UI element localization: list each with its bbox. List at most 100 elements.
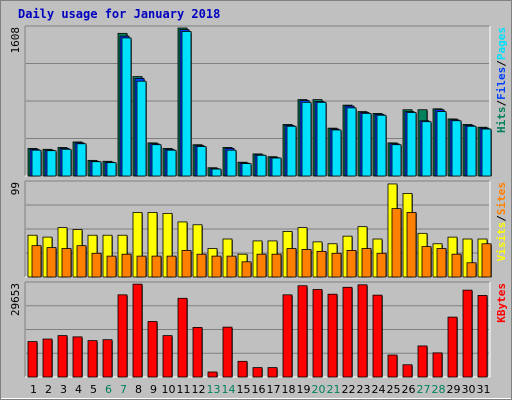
x-tick-label: 29 <box>447 383 461 396</box>
bar-kbytes-day-28 <box>432 352 443 378</box>
x-tick-label: 27 <box>417 383 431 396</box>
bar-kbytes-day-3 <box>57 335 68 378</box>
x-tick-label: 20 <box>312 383 326 396</box>
bar-kbytes-day-7 <box>117 294 128 378</box>
bar-sites-day-7 <box>121 253 132 278</box>
bar-sites-day-16 <box>256 253 267 278</box>
chart-title: Daily usage for January 2018 <box>18 7 220 21</box>
x-axis-labels: 1 2 3 4 5 6 7 8 9 10 11 12 13 14 15 16 17 18 19 20 21 22 23 24 2… <box>30 383 491 396</box>
bar-pages-day-22 <box>346 107 357 177</box>
bar-sites-day-1 <box>31 245 42 278</box>
bar-kbytes-day-23 <box>357 284 368 378</box>
panel-bottom-max-label: 29653 <box>9 283 22 316</box>
bar-pages-day-3 <box>61 148 72 177</box>
bar-kbytes-day-2 <box>42 338 53 378</box>
bar-pages-day-26 <box>406 112 417 177</box>
x-tick-label: 22 <box>342 383 356 396</box>
bar-pages-day-17 <box>271 157 282 177</box>
bar-pages-day-30 <box>466 125 477 177</box>
bar-pages-day-21 <box>331 129 342 177</box>
x-tick-label: 14 <box>222 383 236 396</box>
bar-pages-day-11 <box>181 31 192 177</box>
x-tick-label: 2 <box>45 383 52 396</box>
x-tick-label: 6 <box>105 383 112 396</box>
bar-pages-day-8 <box>136 80 147 177</box>
bar-sites-day-19 <box>301 249 312 278</box>
bar-sites-day-31 <box>481 243 492 278</box>
bar-pages-day-31 <box>481 128 492 177</box>
x-tick-label: 17 <box>267 383 281 396</box>
bar-kbytes-day-22 <box>342 286 353 378</box>
bar-sites-day-28 <box>436 248 447 278</box>
bar-pages-day-10 <box>166 149 177 177</box>
bar-pages-day-27 <box>421 121 432 177</box>
panel-bottom: 29653 KBytes <box>9 281 508 378</box>
bar-sites-day-20 <box>316 250 327 278</box>
x-tick-label: 15 <box>237 383 251 396</box>
panel-middle-max-label: 99 <box>9 182 22 195</box>
x-tick-label: 12 <box>192 383 206 396</box>
bar-pages-day-20 <box>316 101 327 177</box>
x-tick-label: 25 <box>387 383 401 396</box>
bar-sites-day-3 <box>61 248 72 278</box>
bar-sites-day-13 <box>211 255 222 278</box>
legend-entry: Pages <box>495 27 508 60</box>
legend-entry: / <box>495 215 508 222</box>
x-tick-label: 11 <box>177 383 191 396</box>
bar-kbytes-day-11 <box>177 297 188 378</box>
x-tick-label: 23 <box>357 383 371 396</box>
bar-sites-day-4 <box>76 245 87 278</box>
bar-sites-day-18 <box>286 248 297 278</box>
bar-sites-day-14 <box>226 255 237 278</box>
bar-kbytes-day-16 <box>252 367 263 378</box>
bar-sites-day-27 <box>421 246 432 278</box>
bar-pages-day-28 <box>436 111 447 177</box>
bar-kbytes-day-19 <box>297 285 308 378</box>
legend-entry: Hits <box>495 107 508 134</box>
bar-pages-day-12 <box>196 146 207 177</box>
legend-entry: / <box>495 100 508 107</box>
x-tick-label: 30 <box>462 383 476 396</box>
bar-kbytes-day-12 <box>192 327 203 378</box>
x-tick-label: 8 <box>135 383 142 396</box>
bar-kbytes-day-25 <box>387 354 398 378</box>
bar-kbytes-day-10 <box>162 335 173 378</box>
bar-sites-day-10 <box>166 255 177 278</box>
bar-sites-day-30 <box>466 262 477 278</box>
bar-pages-day-14 <box>226 149 237 177</box>
bar-pages-day-7 <box>121 37 132 177</box>
x-tick-label: 21 <box>327 383 341 396</box>
legend-entry: Files <box>495 67 508 100</box>
x-tick-label: 1 <box>30 383 37 396</box>
bar-sites-day-24 <box>376 252 387 278</box>
bar-kbytes-day-30 <box>462 289 473 378</box>
legend-entry: Sites <box>495 182 508 215</box>
bar-sites-day-5 <box>91 252 102 278</box>
x-tick-label: 13 <box>207 383 221 396</box>
bar-pages-day-15 <box>241 163 252 177</box>
legend-entry: KBytes <box>495 283 508 323</box>
bar-kbytes-day-29 <box>447 316 458 378</box>
panel-top-max-label: 1608 <box>9 27 22 54</box>
x-tick-label: 19 <box>297 383 311 396</box>
bar-kbytes-day-27 <box>417 345 428 378</box>
bar-pages-day-5 <box>91 161 102 177</box>
panel-middle-legend: Visits/Sites <box>495 182 508 262</box>
bar-pages-day-2 <box>46 150 57 177</box>
bar-pages-day-19 <box>301 101 312 177</box>
bar-pages-day-24 <box>376 114 387 177</box>
legend-entry: Visits <box>495 222 508 262</box>
x-tick-label: 28 <box>432 383 446 396</box>
panel-bottom-legend: KBytes <box>495 283 508 323</box>
legend-entry: / <box>495 60 508 67</box>
bar-pages-day-6 <box>106 162 117 177</box>
x-tick-label: 10 <box>162 383 176 396</box>
bar-pages-day-4 <box>76 143 87 177</box>
bar-pages-day-1 <box>31 149 42 177</box>
bar-pages-day-16 <box>256 154 267 177</box>
bar-kbytes-day-21 <box>327 293 338 378</box>
bar-pages-day-18 <box>286 125 297 177</box>
bar-kbytes-day-18 <box>282 294 293 378</box>
x-tick-label: 3 <box>60 383 67 396</box>
